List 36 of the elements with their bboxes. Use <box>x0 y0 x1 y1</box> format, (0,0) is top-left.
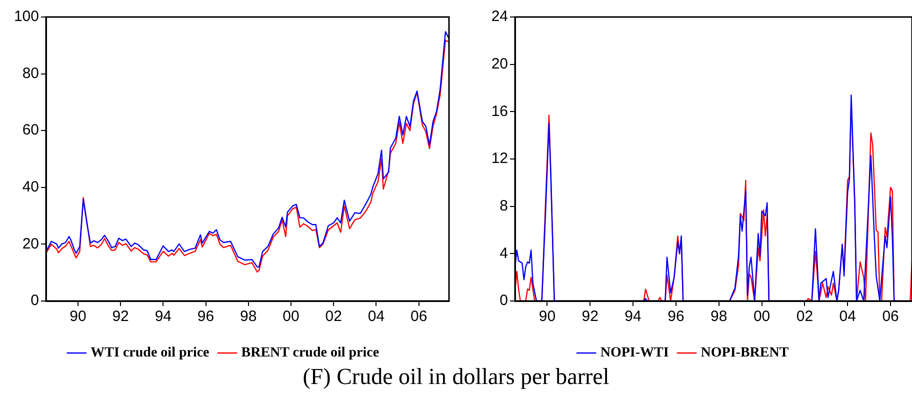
x-tick-label: 90 <box>538 308 556 326</box>
y-tick-label: 80 <box>22 64 39 82</box>
y-tick-label: 100 <box>14 8 39 26</box>
x-tick-label: 96 <box>197 308 214 326</box>
y-tick-label: 24 <box>491 8 508 26</box>
x-tick-label: 02 <box>796 308 814 326</box>
legend-label: BRENT crude oil price <box>241 346 380 361</box>
y-tick-label: 4 <box>500 244 508 262</box>
y-tick-label: 12 <box>491 150 508 168</box>
x-tick-label: 94 <box>154 308 172 326</box>
x-tick-label: 92 <box>582 308 598 326</box>
x-tick-label: 06 <box>410 308 428 326</box>
legend-label: NOPI-WTI <box>600 346 669 361</box>
x-tick-label: 90 <box>70 308 86 326</box>
x-tick-label: 92 <box>112 308 129 326</box>
x-tick-label: 02 <box>325 308 342 326</box>
x-tick-label: 04 <box>839 308 856 326</box>
x-tick-label: 98 <box>710 308 728 326</box>
legend-label: WTI crude oil price <box>90 346 210 361</box>
legend-label: NOPI-BRENT <box>700 346 790 361</box>
y-tick-label: 20 <box>491 55 508 72</box>
x-tick-label: 94 <box>624 308 642 326</box>
y-tick-label: 60 <box>22 122 39 139</box>
x-tick-label: 00 <box>753 308 770 326</box>
y-tick-label: 8 <box>500 197 508 214</box>
text: (F) Crude oil in dollars per barrel <box>302 364 610 390</box>
x-tick-label: 96 <box>668 308 684 326</box>
y-tick-label: 40 <box>22 178 39 196</box>
x-tick-label: 06 <box>882 308 899 326</box>
x-tick-label: 00 <box>282 308 300 326</box>
y-tick-label: 20 <box>22 235 39 252</box>
y-tick-label: 0 <box>500 292 508 310</box>
x-tick-label: 98 <box>240 308 257 326</box>
x-tick-label: 04 <box>368 308 385 326</box>
y-tick-label: 0 <box>30 292 39 310</box>
y-tick-label: 16 <box>491 102 508 120</box>
